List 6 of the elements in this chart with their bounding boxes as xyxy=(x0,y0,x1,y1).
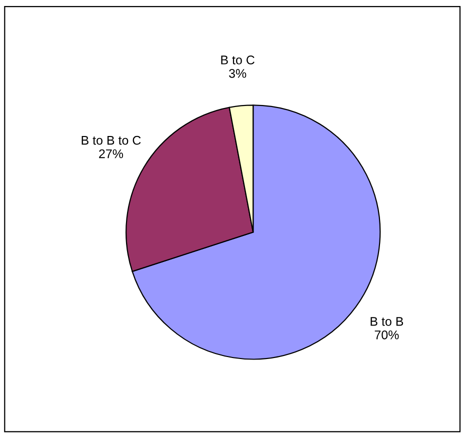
slice-label: B to C xyxy=(221,56,254,64)
data-label: 70% xyxy=(374,330,399,340)
data-label: 27% xyxy=(99,149,124,158)
slice-label: B to B to C xyxy=(82,136,141,145)
data-label: 3% xyxy=(229,69,246,78)
slice-label: B to B xyxy=(370,317,404,326)
